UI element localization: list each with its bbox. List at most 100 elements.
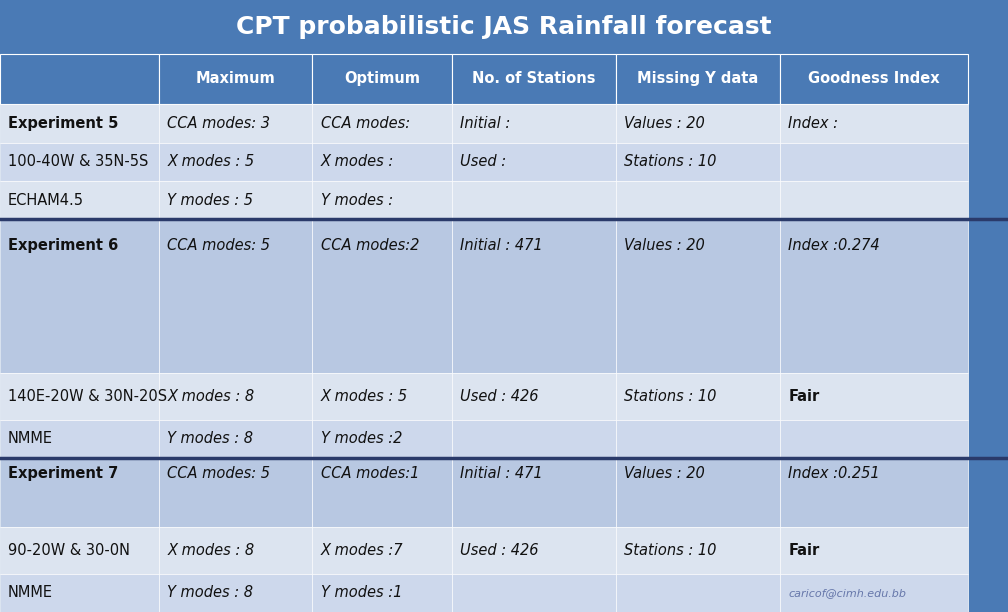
- Text: X modes : 5: X modes : 5: [321, 389, 407, 404]
- Text: Maximum: Maximum: [196, 72, 276, 86]
- Text: X modes : 8: X modes : 8: [167, 389, 254, 404]
- Bar: [159, 54, 312, 104]
- Bar: [312, 220, 452, 373]
- Text: Used : 426: Used : 426: [460, 543, 538, 558]
- Bar: [0, 458, 159, 528]
- Bar: [616, 420, 780, 458]
- Bar: [312, 458, 452, 528]
- Text: 140E-20W & 30N-20S: 140E-20W & 30N-20S: [8, 389, 167, 404]
- Bar: [0, 104, 159, 143]
- Bar: [452, 373, 616, 420]
- Text: X modes :: X modes :: [321, 154, 394, 170]
- Text: Stations : 10: Stations : 10: [624, 543, 717, 558]
- Text: No. of Stations: No. of Stations: [472, 72, 596, 86]
- Bar: [312, 143, 452, 181]
- Bar: [780, 181, 968, 220]
- Text: Y modes : 8: Y modes : 8: [167, 431, 253, 446]
- Bar: [616, 373, 780, 420]
- Text: 100-40W & 35N-5S: 100-40W & 35N-5S: [8, 154, 148, 170]
- Bar: [312, 573, 452, 612]
- Bar: [159, 573, 312, 612]
- Bar: [616, 220, 780, 373]
- Text: 90-20W & 30-0N: 90-20W & 30-0N: [8, 543, 130, 558]
- Bar: [616, 181, 780, 220]
- Bar: [159, 181, 312, 220]
- Bar: [452, 104, 616, 143]
- Bar: [159, 143, 312, 181]
- Text: NMME: NMME: [8, 585, 53, 600]
- Bar: [0, 573, 159, 612]
- Text: caricof@cimh.edu.bb: caricof@cimh.edu.bb: [788, 588, 906, 598]
- Bar: [0, 181, 159, 220]
- Text: Values : 20: Values : 20: [624, 116, 705, 131]
- Text: Initial :: Initial :: [460, 116, 510, 131]
- Text: Fair: Fair: [788, 389, 820, 404]
- Bar: [780, 220, 968, 373]
- Bar: [0, 220, 159, 373]
- Bar: [780, 143, 968, 181]
- Text: CCA modes: 5: CCA modes: 5: [167, 238, 270, 253]
- Bar: [780, 420, 968, 458]
- Bar: [312, 104, 452, 143]
- Text: X modes : 5: X modes : 5: [167, 154, 254, 170]
- Bar: [452, 143, 616, 181]
- Bar: [0, 420, 159, 458]
- Bar: [452, 54, 616, 104]
- Text: Missing Y data: Missing Y data: [637, 72, 759, 86]
- Text: CCA modes: 3: CCA modes: 3: [167, 116, 270, 131]
- Bar: [159, 104, 312, 143]
- Text: Initial : 471: Initial : 471: [460, 466, 542, 482]
- Bar: [780, 104, 968, 143]
- Bar: [159, 373, 312, 420]
- Text: X modes : 8: X modes : 8: [167, 543, 254, 558]
- Bar: [159, 220, 312, 373]
- Text: Experiment 7: Experiment 7: [8, 466, 118, 482]
- Bar: [452, 458, 616, 528]
- Bar: [616, 104, 780, 143]
- Bar: [452, 181, 616, 220]
- Text: Initial : 471: Initial : 471: [460, 238, 542, 253]
- Bar: [312, 420, 452, 458]
- Bar: [0, 143, 159, 181]
- Bar: [312, 54, 452, 104]
- Bar: [312, 181, 452, 220]
- Bar: [780, 573, 968, 612]
- Bar: [780, 528, 968, 573]
- Text: Experiment 5: Experiment 5: [8, 116, 118, 131]
- Text: Y modes : 8: Y modes : 8: [167, 585, 253, 600]
- Text: ECHAM4.5: ECHAM4.5: [8, 193, 84, 207]
- Text: Y modes :2: Y modes :2: [321, 431, 402, 446]
- Text: Y modes :1: Y modes :1: [321, 585, 402, 600]
- Bar: [452, 573, 616, 612]
- Bar: [0, 528, 159, 573]
- Text: Y modes :: Y modes :: [321, 193, 393, 207]
- Text: Fair: Fair: [788, 543, 820, 558]
- Bar: [452, 528, 616, 573]
- Text: Index :: Index :: [788, 116, 839, 131]
- Text: Index :0.251: Index :0.251: [788, 466, 880, 482]
- Bar: [780, 54, 968, 104]
- Bar: [0, 0, 1008, 54]
- Text: CPT probabilistic JAS Rainfall forecast: CPT probabilistic JAS Rainfall forecast: [236, 15, 772, 39]
- Bar: [616, 528, 780, 573]
- Text: Goodness Index: Goodness Index: [808, 72, 939, 86]
- Bar: [452, 220, 616, 373]
- Bar: [616, 143, 780, 181]
- Bar: [159, 528, 312, 573]
- Text: Experiment 6: Experiment 6: [8, 238, 118, 253]
- Text: Stations : 10: Stations : 10: [624, 154, 717, 170]
- Text: CCA modes:2: CCA modes:2: [321, 238, 419, 253]
- Text: CCA modes:1: CCA modes:1: [321, 466, 419, 482]
- Bar: [159, 458, 312, 528]
- Text: Values : 20: Values : 20: [624, 466, 705, 482]
- Text: NMME: NMME: [8, 431, 53, 446]
- Text: Used : 426: Used : 426: [460, 389, 538, 404]
- Text: Used :: Used :: [460, 154, 506, 170]
- Bar: [780, 458, 968, 528]
- Text: Index :0.274: Index :0.274: [788, 238, 880, 253]
- Text: X modes :7: X modes :7: [321, 543, 403, 558]
- Text: Values : 20: Values : 20: [624, 238, 705, 253]
- Bar: [312, 373, 452, 420]
- Text: Optimum: Optimum: [344, 72, 420, 86]
- Bar: [616, 54, 780, 104]
